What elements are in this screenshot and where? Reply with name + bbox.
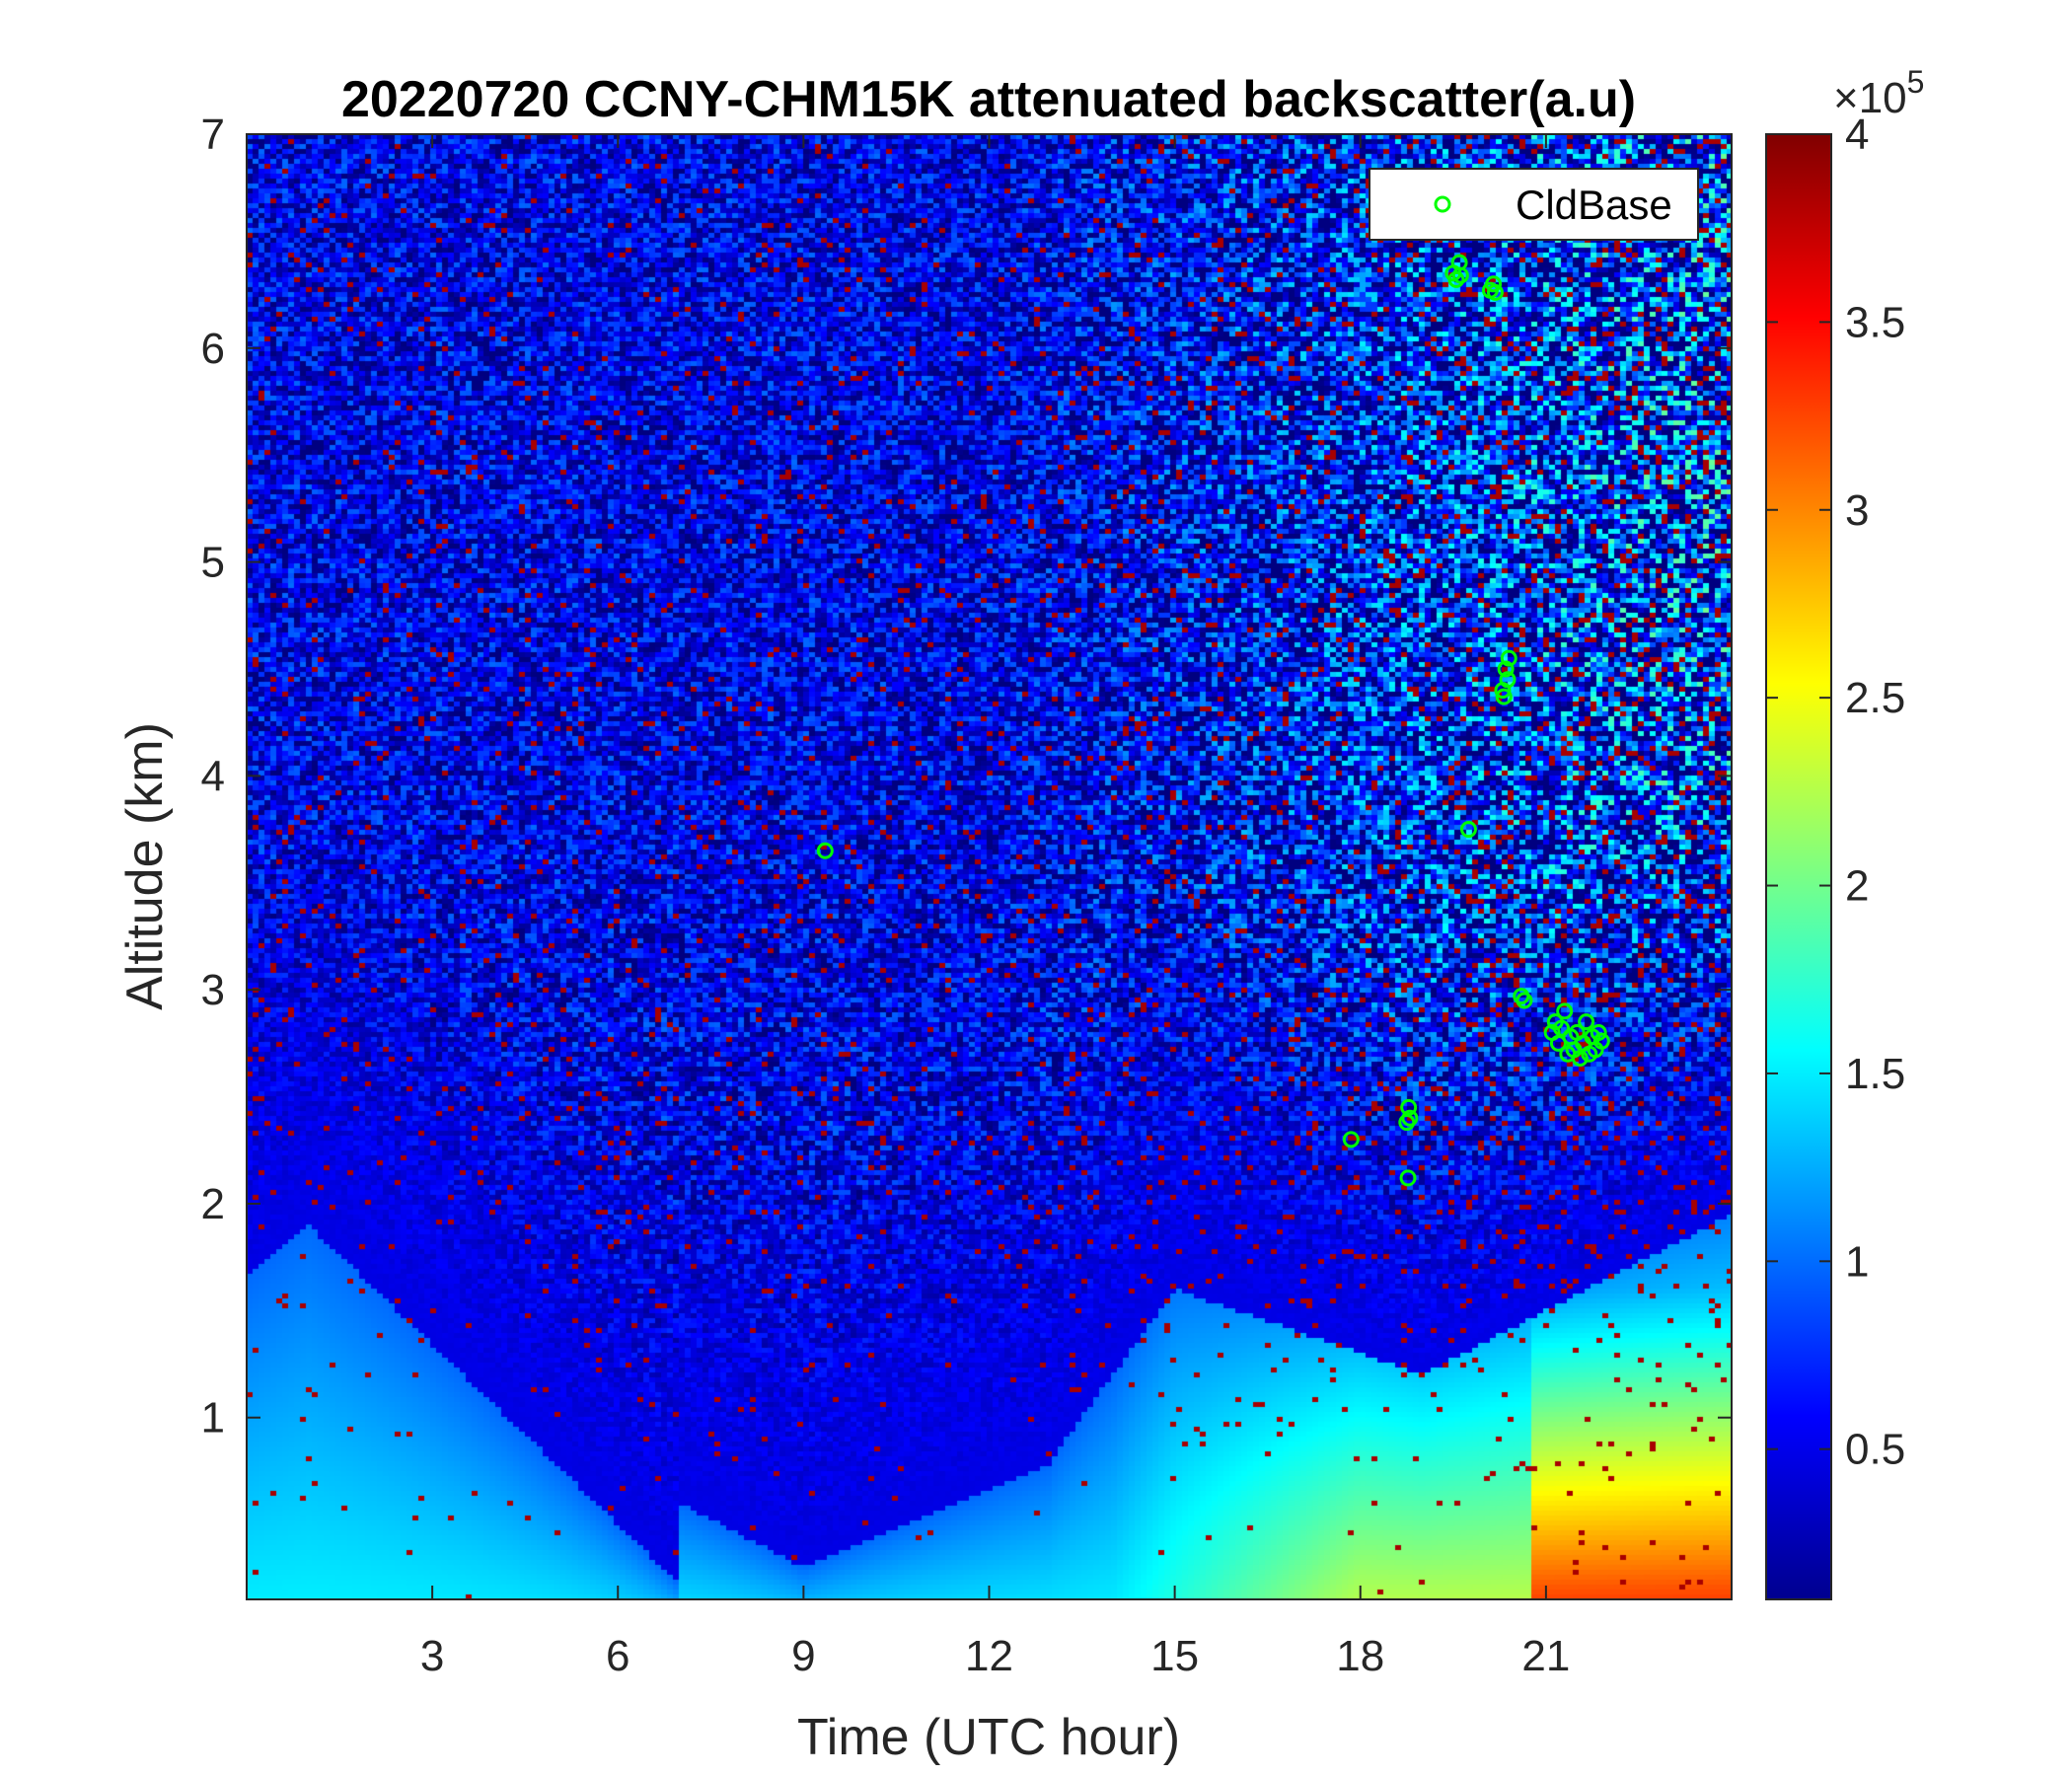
x-tick-label: 21 <box>1521 1632 1570 1680</box>
y-tick-label: 4 <box>201 752 225 800</box>
colorbar-tick-label: 2.5 <box>1845 674 1905 722</box>
colorbar-exponent: 5 <box>1907 64 1925 100</box>
backscatter-heatmap <box>247 134 1732 1599</box>
cldbase-point <box>1495 688 1513 705</box>
y-axis: 1 2 3 4 5 6 7 <box>201 111 1732 1443</box>
x-tick-label: 6 <box>606 1632 629 1680</box>
cldbase-point <box>1451 266 1469 284</box>
colorbar-gradient <box>1765 133 1832 1600</box>
cldbase-point <box>816 842 834 859</box>
x-tick-label: 15 <box>1150 1632 1199 1680</box>
colorbar-multiplier-base: ×10 <box>1833 74 1907 122</box>
cldbase-point <box>1578 1013 1595 1031</box>
colorbar-tick-label: 1.5 <box>1845 1050 1905 1098</box>
colorbar-tick-label: 2 <box>1845 862 1869 911</box>
cldbase-points <box>816 254 1610 1187</box>
y-tick-label: 3 <box>201 966 225 1014</box>
cldbase-point <box>1590 1024 1607 1042</box>
y-tick-label: 2 <box>201 1180 225 1228</box>
cldbase-point <box>1486 283 1504 301</box>
cldbase-point <box>1401 1109 1419 1127</box>
colorbar-multiplier: ×105 <box>1833 64 1924 122</box>
x-tick-label: 9 <box>791 1632 815 1680</box>
legend-box <box>1369 168 1699 241</box>
y-tick-label: 7 <box>201 111 225 159</box>
cldbase-point <box>1516 992 1533 1009</box>
cldbase-point <box>1485 275 1503 293</box>
legend-label-cldbase: CldBase <box>1516 182 1672 228</box>
cldbase-point <box>1592 1032 1610 1050</box>
cldbase-point <box>1571 1050 1589 1068</box>
colorbar-ticks: 0.5 1 1.5 2 2.5 3 3.5 4 <box>1766 111 1905 1474</box>
chart-title: 20220720 CCNY-CHM15K attenuated backscat… <box>341 71 1636 128</box>
colorbar-tick-label: 1 <box>1845 1237 1869 1286</box>
cldbase-point <box>1399 1169 1417 1187</box>
cldbase-point <box>1447 270 1465 288</box>
colorbar: 0.5 1 1.5 2 2.5 3 3.5 4 ×105 <box>1765 64 1924 1600</box>
colorbar-tick-label: 3 <box>1845 486 1869 535</box>
y-tick-label: 1 <box>201 1394 225 1443</box>
cldbase-point <box>1556 1002 1574 1020</box>
cldbase-point <box>1500 649 1517 667</box>
legend-marker-cldbase <box>1434 195 1451 213</box>
x-tick-label: 18 <box>1336 1632 1384 1680</box>
x-tick-label: 12 <box>965 1632 1013 1680</box>
colorbar-tick-label: 0.5 <box>1845 1426 1905 1474</box>
y-tick-label: 6 <box>201 325 225 373</box>
x-tick-label: 3 <box>420 1632 444 1680</box>
cldbase-point <box>1342 1131 1360 1148</box>
colorbar-tick-label: 3.5 <box>1845 298 1905 346</box>
cldbase-point <box>1400 1098 1418 1116</box>
colorbar-tick-label: 4 <box>1845 111 1869 159</box>
cldbase-point <box>1549 1034 1567 1052</box>
cldbase-point <box>1497 660 1515 678</box>
x-axis: 3 6 9 12 15 18 21 <box>420 134 1570 1680</box>
y-tick-label: 5 <box>201 539 225 587</box>
cldbase-point <box>1553 1019 1571 1037</box>
cldbase-point <box>1459 821 1477 839</box>
legend: CldBase <box>1369 168 1699 241</box>
y-axis-label: Altitude (km) <box>116 722 174 1010</box>
cldbase-point <box>1499 671 1517 689</box>
x-axis-label: Time (UTC hour) <box>797 1709 1180 1766</box>
